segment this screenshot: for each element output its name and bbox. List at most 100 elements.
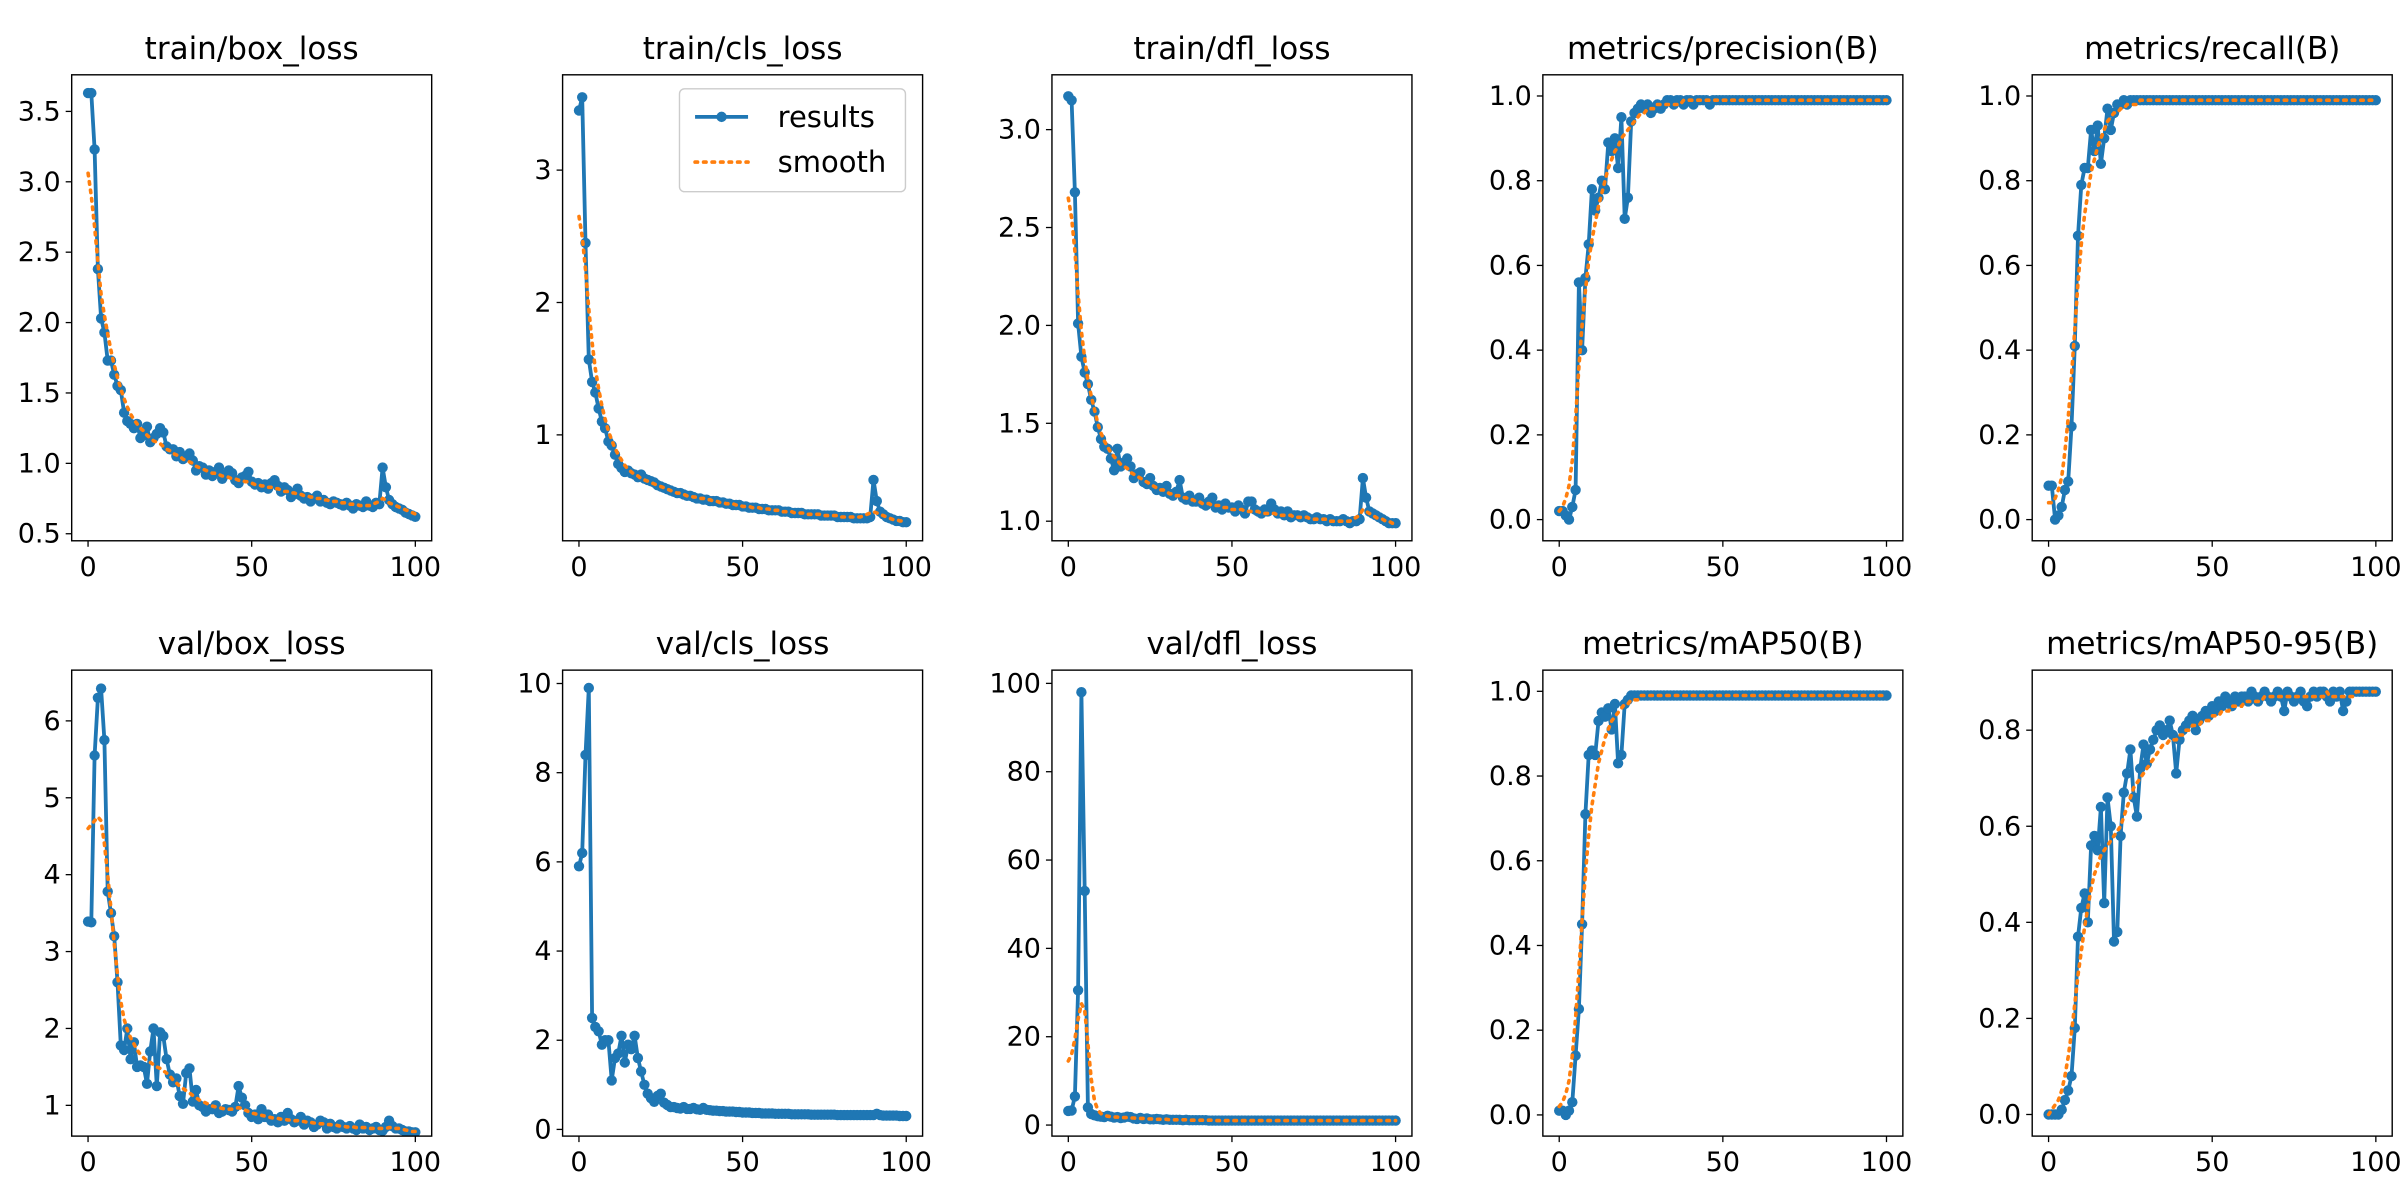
legend: results smooth	[678, 88, 907, 193]
results-point	[1076, 687, 1087, 698]
results-point	[2115, 830, 2126, 842]
results-point	[606, 1075, 617, 1086]
plot-area	[2043, 95, 2381, 525]
axes-frame	[561, 74, 924, 542]
x-tick-label: 50	[725, 552, 759, 583]
x-tick-label: 100	[2350, 552, 2400, 583]
results-point	[213, 462, 225, 473]
results-point	[141, 421, 153, 432]
results-point	[377, 462, 388, 473]
legend-smooth-label: smooth	[778, 145, 887, 179]
y-tick-label: 3.0	[18, 167, 61, 198]
x-tick-label: 0	[1551, 552, 1568, 583]
results-point	[1609, 698, 1621, 710]
y-tick-label: 1	[44, 1090, 61, 1121]
results-point	[243, 466, 254, 477]
results-point	[1567, 1097, 1578, 1108]
results-point	[871, 495, 882, 507]
y-tick-label: 1.0	[1489, 81, 1532, 112]
results-point	[580, 749, 591, 761]
axes-frame	[1051, 74, 1413, 542]
y-tick-label: 2.5	[998, 213, 1041, 244]
plot-area	[1063, 687, 1401, 1126]
plot-area	[573, 682, 912, 1122]
chart-title: metrics/recall(B)	[2084, 31, 2340, 67]
chart-title: val/box_loss	[158, 626, 346, 662]
results-point	[1567, 501, 1578, 513]
results-point	[2056, 1104, 2067, 1115]
results-point	[577, 92, 588, 103]
smooth-line	[577, 214, 909, 525]
y-tick-label: 2.0	[998, 310, 1041, 341]
axes-frame	[70, 669, 433, 1137]
plot-area	[1554, 690, 1892, 1121]
results-point	[573, 105, 585, 116]
y-tick-label: 60	[1007, 845, 1041, 876]
x-tick-label: 50	[725, 1147, 759, 1178]
x-tick-label: 50	[1215, 1147, 1249, 1178]
x-tick-label: 100	[880, 1147, 932, 1178]
results-point	[2066, 1070, 2077, 1082]
axes-frame	[561, 669, 924, 1137]
results-point	[151, 1080, 162, 1092]
results-point	[1622, 192, 1634, 203]
axes-frame	[1542, 74, 1904, 542]
results-line	[1066, 95, 1396, 526]
smooth-line	[1066, 196, 1398, 526]
x-tick-label: 0	[1060, 552, 1077, 583]
y-tick-label: 3	[44, 937, 61, 968]
x-tick-label: 0	[1551, 1147, 1568, 1178]
results-point	[1580, 809, 1591, 820]
results-point	[118, 407, 130, 418]
results-point	[380, 482, 392, 493]
results-point	[89, 750, 100, 761]
results-point	[2171, 768, 2182, 779]
smooth-line	[2046, 688, 2378, 1117]
results-point	[613, 1048, 624, 1059]
y-tick-label: 0.0	[1489, 1100, 1532, 1131]
results-point	[125, 1054, 136, 1065]
results-point	[190, 1084, 202, 1096]
chart-title: val/dfl_loss	[1146, 626, 1317, 662]
chart-title: val/cls_loss	[656, 626, 830, 662]
plot-area	[1554, 95, 1892, 525]
results-point	[626, 1044, 637, 1055]
results-point	[2102, 792, 2113, 803]
x-tick-label: 100	[1861, 1147, 1913, 1178]
chart-title: train/cls_loss	[643, 31, 843, 67]
y-tick-label: 1.0	[1489, 676, 1532, 707]
results-point	[161, 1054, 172, 1065]
results-point	[573, 861, 585, 872]
y-tick-label: 4	[534, 936, 551, 967]
y-tick-label: 0.8	[1489, 761, 1532, 792]
y-tick-label: 0.2	[1489, 420, 1532, 451]
legend-results-marker	[716, 111, 727, 123]
results-point	[901, 517, 912, 528]
results-point	[1079, 885, 1090, 897]
results-point	[583, 354, 594, 365]
results-point	[1616, 112, 1627, 123]
results-point	[1616, 749, 1627, 761]
axes-frame	[70, 74, 433, 542]
y-tick-label: 1.0	[998, 506, 1041, 537]
results-line	[88, 91, 417, 519]
results-point	[1246, 496, 1257, 507]
y-tick-label: 3.0	[998, 115, 1041, 146]
y-tick-label: 0.2	[1489, 1015, 1532, 1046]
results-point	[1112, 443, 1123, 454]
results-line	[1559, 693, 1887, 1117]
results-point	[1563, 1105, 1575, 1116]
chart-title: train/box_loss	[145, 31, 359, 67]
y-tick-label: 0.6	[1489, 846, 1532, 877]
x-tick-label: 50	[235, 1147, 269, 1178]
axes-frame	[2031, 74, 2393, 542]
results-point	[577, 847, 588, 859]
results-point	[2095, 801, 2107, 813]
results-point	[2334, 686, 2345, 697]
plot-area	[82, 87, 421, 522]
x-tick-label: 50	[2195, 1147, 2229, 1178]
results-point	[2072, 230, 2084, 241]
x-tick-label: 0	[2040, 552, 2057, 583]
y-tick-label: 6	[534, 847, 551, 878]
results-point	[2131, 811, 2143, 822]
